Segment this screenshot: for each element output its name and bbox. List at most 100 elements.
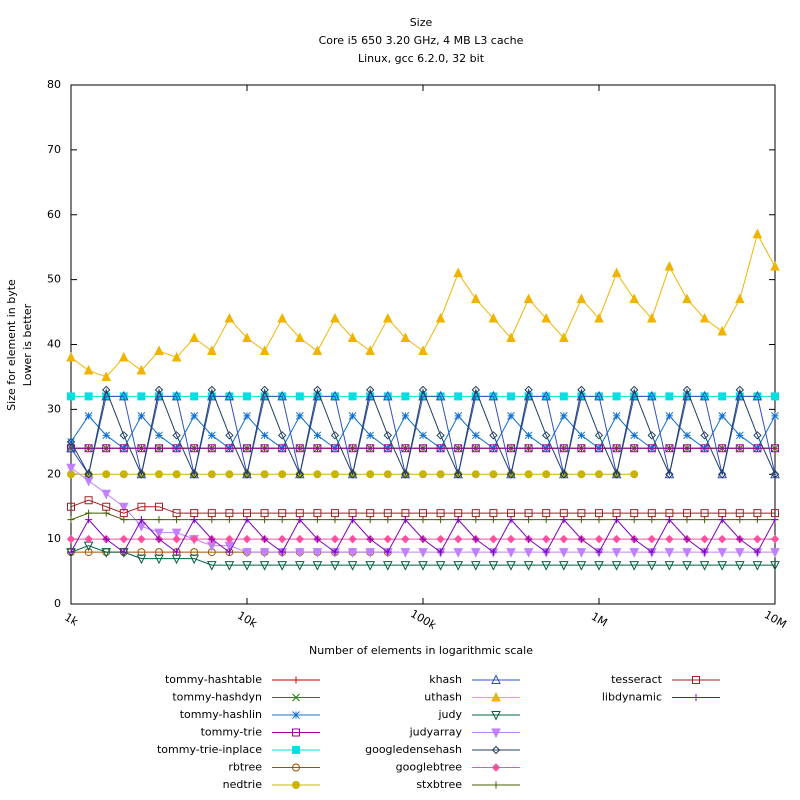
- marker: [491, 728, 501, 739]
- marker: [207, 431, 216, 440]
- chart-subtitle: Linux, gcc 6.2.0, 32 bit: [358, 52, 485, 65]
- y-tick-label: 70: [47, 143, 61, 156]
- marker: [717, 534, 727, 544]
- marker: [313, 444, 322, 453]
- marker: [348, 470, 357, 479]
- marker: [558, 548, 569, 558]
- marker: [292, 728, 300, 737]
- marker: [491, 711, 501, 721]
- marker: [225, 548, 233, 556]
- marker: [66, 437, 76, 447]
- legend-label: nedtrie: [223, 778, 263, 791]
- marker: [400, 332, 411, 343]
- marker: [120, 548, 128, 556]
- marker: [646, 312, 657, 323]
- marker: [471, 431, 480, 440]
- marker: [313, 509, 322, 518]
- marker: [613, 516, 621, 524]
- marker: [260, 431, 269, 440]
- marker: [699, 561, 710, 571]
- marker: [365, 345, 376, 355]
- marker: [102, 535, 110, 543]
- marker: [278, 516, 286, 524]
- marker: [594, 561, 604, 571]
- marker: [173, 516, 181, 524]
- marker: [418, 561, 428, 571]
- marker: [384, 516, 392, 524]
- marker: [595, 470, 603, 479]
- marker: [541, 312, 552, 323]
- marker: [576, 293, 587, 304]
- marker: [523, 293, 534, 304]
- marker: [207, 385, 217, 395]
- marker: [770, 470, 780, 479]
- marker: [277, 561, 288, 571]
- x-axis-label: Number of elements in logarithmic scale: [309, 644, 533, 657]
- y-tick-label: 60: [47, 208, 61, 221]
- chart-subtitle: Core i5 650 3.20 GHz, 4 MB L3 cache: [319, 34, 524, 47]
- marker: [383, 509, 392, 518]
- legend-label: uthash: [424, 691, 462, 704]
- marker: [155, 535, 163, 543]
- marker: [207, 444, 216, 453]
- marker: [330, 390, 340, 401]
- marker: [577, 444, 586, 453]
- marker: [190, 392, 199, 401]
- marker: [646, 561, 657, 571]
- marker: [470, 293, 481, 304]
- x-tick-label: 1M: [589, 610, 610, 630]
- marker: [401, 516, 409, 524]
- marker: [190, 548, 199, 557]
- marker: [718, 412, 727, 420]
- marker: [295, 470, 305, 479]
- marker: [383, 534, 393, 544]
- marker: [225, 470, 234, 479]
- marker: [612, 509, 621, 518]
- marker: [453, 548, 464, 558]
- marker: [664, 261, 675, 271]
- marker: [454, 516, 462, 524]
- marker: [313, 516, 321, 524]
- marker: [119, 470, 128, 479]
- y-tick-label: 10: [47, 532, 61, 545]
- marker: [348, 392, 357, 401]
- marker: [419, 431, 427, 440]
- marker: [491, 763, 501, 772]
- y-tick-label: 0: [54, 597, 61, 610]
- y-tick-label: 40: [47, 338, 61, 351]
- marker: [225, 509, 234, 518]
- marker: [700, 431, 709, 440]
- marker: [295, 534, 305, 544]
- marker: [770, 561, 780, 571]
- marker: [292, 746, 300, 754]
- marker: [736, 516, 744, 524]
- marker: [347, 548, 358, 558]
- marker: [155, 431, 163, 440]
- marker: [331, 509, 340, 518]
- marker: [84, 548, 93, 557]
- marker: [454, 412, 463, 420]
- marker: [278, 470, 287, 479]
- marker: [312, 345, 323, 355]
- marker: [472, 535, 480, 543]
- marker: [295, 392, 304, 401]
- marker: [453, 561, 464, 571]
- marker: [400, 548, 411, 558]
- marker: [542, 516, 550, 524]
- marker: [330, 431, 340, 440]
- marker: [541, 534, 551, 544]
- marker: [525, 535, 533, 543]
- marker: [594, 431, 604, 440]
- marker: [366, 470, 375, 479]
- marker: [523, 561, 534, 571]
- marker: [118, 351, 129, 362]
- marker: [84, 470, 93, 479]
- marker: [692, 676, 700, 684]
- marker: [771, 444, 779, 453]
- marker: [292, 711, 300, 719]
- marker: [577, 385, 586, 395]
- marker: [736, 535, 744, 543]
- marker: [190, 412, 199, 420]
- marker: [436, 470, 445, 479]
- marker: [401, 412, 410, 420]
